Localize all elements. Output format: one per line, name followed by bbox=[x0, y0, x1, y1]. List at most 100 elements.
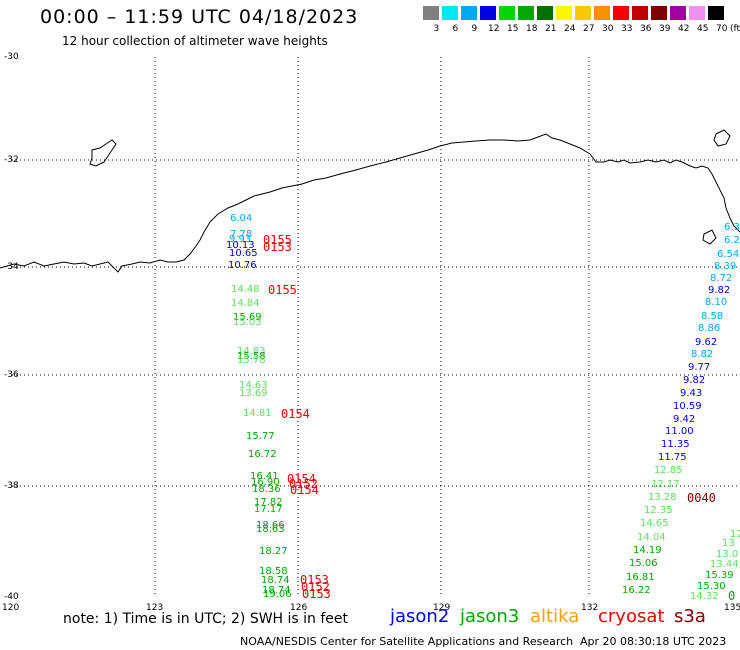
satellite-jason2: jason2 bbox=[390, 606, 450, 627]
scale-swatch bbox=[613, 6, 629, 20]
wave-height-value: 12.35 bbox=[644, 505, 673, 516]
scale-swatch bbox=[670, 6, 686, 20]
lat-label: -38 bbox=[4, 481, 19, 491]
wave-height-value: 14.81 bbox=[243, 408, 272, 419]
scale-swatch bbox=[423, 6, 439, 20]
scale-swatch bbox=[461, 6, 477, 20]
wave-height-value: 15.58 bbox=[237, 351, 266, 362]
pass-time-label: 0154 bbox=[287, 472, 316, 486]
scale-label: 15 bbox=[507, 24, 519, 34]
scale-label: 18 bbox=[526, 24, 538, 34]
wave-height-value: 15.30 bbox=[697, 581, 726, 592]
wave-height-value: 13.69 bbox=[239, 388, 268, 399]
scale-swatch bbox=[518, 6, 534, 20]
pass-time-label: 0152 bbox=[301, 580, 330, 594]
wave-height-value: 12.85 bbox=[654, 465, 683, 476]
wave-height-value: 15.03 bbox=[233, 317, 262, 328]
lon-label: 135 bbox=[724, 603, 740, 613]
island bbox=[713, 129, 731, 147]
scale-label: 33 bbox=[621, 24, 633, 34]
footer-note: note: 1) Time is in UTC; 2) SWH is in fe… bbox=[63, 611, 349, 627]
scale-swatch bbox=[442, 6, 458, 20]
wave-height-value: 15.39 bbox=[705, 570, 734, 581]
pass-time-label: 0154 bbox=[281, 407, 310, 421]
wave-height-value: 12 bbox=[730, 529, 740, 540]
wave-height-value: 10.76 bbox=[228, 260, 257, 271]
scale-swatch bbox=[499, 6, 515, 20]
scale-swatch bbox=[651, 6, 667, 20]
scale-swatch bbox=[689, 6, 705, 20]
wave-height-value: 16.22 bbox=[622, 585, 651, 596]
wave-height-value: 6.04 bbox=[230, 213, 252, 224]
wave-height-value: 9.43 bbox=[680, 388, 702, 399]
lon-label: 132 bbox=[581, 603, 599, 613]
scale-label: 70 bbox=[716, 24, 728, 34]
satellite-jason3: jason3 bbox=[460, 606, 520, 627]
lat-label: -36 bbox=[4, 370, 19, 380]
scale-label: 24 bbox=[564, 24, 576, 34]
wave-height-value: 14.48 bbox=[231, 284, 260, 295]
wave-height-value: 13 bbox=[722, 538, 735, 549]
scale-label: 3 bbox=[433, 24, 440, 34]
wave-height-value: 15.78 bbox=[237, 355, 266, 366]
grid-lines bbox=[12, 57, 740, 597]
wave-height-value: 18.58 bbox=[259, 566, 288, 577]
wave-height-value: 15.69 bbox=[233, 312, 262, 323]
wave-height-value: 14.63 bbox=[239, 380, 268, 391]
scale-swatch bbox=[575, 6, 591, 20]
wave-height-value: 18.74 bbox=[262, 585, 291, 596]
pass-time-labels: 0155015301550154015401520154015301520153… bbox=[263, 233, 735, 603]
wave-height-value: 9.77 bbox=[688, 362, 710, 373]
scale-swatch bbox=[594, 6, 610, 20]
wave-height-value: 8.58 bbox=[701, 311, 723, 322]
wave-height-value: 19.06 bbox=[263, 589, 292, 600]
wave-height-value: 15.77 bbox=[246, 431, 275, 442]
wave-height-value: 8.82 bbox=[691, 349, 713, 360]
lat-label: -32 bbox=[4, 155, 19, 165]
lat-label: -40 bbox=[4, 592, 19, 602]
wave-height-value: 9.42 bbox=[673, 414, 695, 425]
wave-height-value: 16.41 bbox=[250, 471, 279, 482]
scale-swatch bbox=[537, 6, 553, 20]
wave-height-value: 8.39 bbox=[714, 261, 736, 272]
wave-height-value: 11.00 bbox=[665, 426, 694, 437]
scale-label: 36 bbox=[640, 24, 652, 34]
pass-time-label: 0153 bbox=[300, 573, 329, 587]
wave-height-value: 18.63 bbox=[256, 524, 285, 535]
wave-height-value: 18.74 bbox=[261, 575, 290, 586]
pass-time-label: 0153 bbox=[263, 240, 292, 254]
wave-height-value: 9.82 bbox=[683, 375, 705, 386]
scale-label: 27 bbox=[583, 24, 595, 34]
wave-height-value: 14.19 bbox=[633, 545, 662, 556]
lon-label: 123 bbox=[146, 603, 164, 613]
scale-label: 45 bbox=[697, 24, 709, 34]
island bbox=[89, 139, 117, 167]
page-title: 00:00 – 11:59 UTC 04/18/2023 bbox=[40, 6, 359, 28]
wave-height-value: 17.17 bbox=[254, 504, 283, 515]
lon-label: 126 bbox=[290, 603, 308, 613]
lon-label: 120 bbox=[2, 603, 20, 613]
wave-height-value: 16.90 bbox=[251, 477, 280, 488]
pass-time-label: 0155 bbox=[263, 233, 292, 247]
scale-label: 39 bbox=[659, 24, 671, 34]
wave-height-value: 9.82 bbox=[708, 285, 730, 296]
wave-height-value: 18.36 bbox=[252, 484, 281, 495]
wave-height-value: 14.04 bbox=[637, 532, 666, 543]
scale-label: (ft) bbox=[730, 24, 740, 34]
wave-height-value: 18.66 bbox=[256, 520, 285, 531]
wave-height-value: 6.29 bbox=[724, 235, 740, 246]
island bbox=[702, 229, 717, 245]
lat-label: -30 bbox=[4, 52, 19, 62]
wave-height-value: 11.75 bbox=[658, 452, 687, 463]
footer-credit: NOAA/NESDIS Center for Satellite Applica… bbox=[240, 635, 574, 648]
wave-height-value: 14.84 bbox=[231, 298, 260, 309]
wave-height-value: 6.54 bbox=[717, 249, 739, 260]
wave-height-value: 13.28 bbox=[648, 492, 677, 503]
pass-time-label: 0040 bbox=[687, 491, 716, 505]
scale-swatch bbox=[632, 6, 648, 20]
scale-swatch bbox=[480, 6, 496, 20]
pass-time-label: 0152 bbox=[289, 477, 318, 491]
scale-label: 42 bbox=[678, 24, 690, 34]
